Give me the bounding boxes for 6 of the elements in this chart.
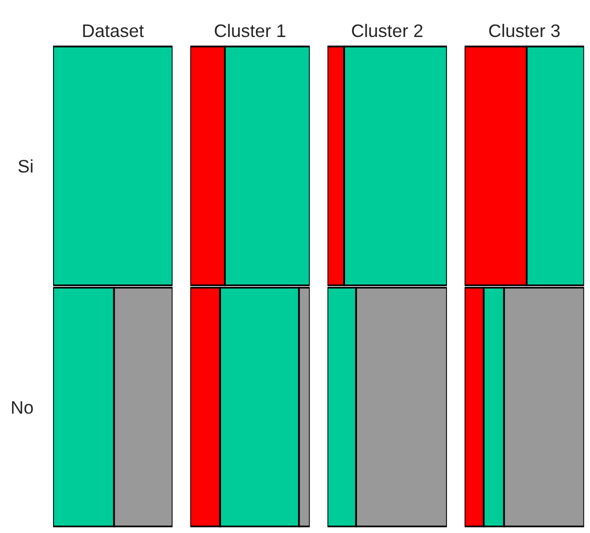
chart-title: Cluster 1: [214, 24, 286, 38]
chart-title: Cluster 2: [352, 24, 422, 38]
chart-title: Cluster 3: [489, 24, 560, 38]
y-tick-label: No: [12, 401, 33, 414]
chart-title: Dataset: [83, 24, 144, 38]
y-tick-label: Si: [18, 159, 32, 173]
